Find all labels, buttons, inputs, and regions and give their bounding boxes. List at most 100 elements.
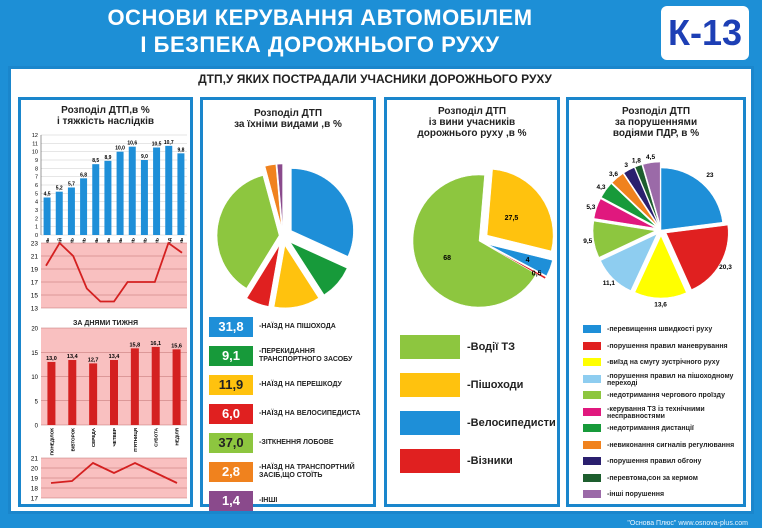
violations-legend-label: -недотримання дистанції <box>607 425 694 432</box>
slice-label: 13,6 <box>654 301 667 308</box>
data-label: 5,7 <box>68 182 75 188</box>
data-label: 10,7 <box>164 140 174 146</box>
data-label: 8,9 <box>104 155 111 161</box>
panel4-title-2: за порушеннями <box>614 117 698 128</box>
types-legend-label: -ПЕРЕКИДАННЯ ТРАНСПОРТНОГО ЗАСОБУ <box>259 348 353 363</box>
types-value-box: 37,0 <box>209 433 253 453</box>
types-legend-label: -ЗІТКНЕННЯ ЛОБОВЕ <box>259 439 334 446</box>
data-label: 15,6 <box>171 343 182 349</box>
violations-legend-label: -порушення правил обгону <box>607 458 702 465</box>
violations-legend-label: -невиконання сигналів регулювання <box>607 441 735 449</box>
types-legend-label: -НАЇЗД НА ВЕЛОСИПЕДИСТА <box>259 410 361 417</box>
y-tick-label: 21 <box>31 456 39 463</box>
panel4-title-3: водіями ПДР, в % <box>612 128 700 139</box>
pie-slice <box>488 244 553 277</box>
bar <box>128 146 136 235</box>
types-legend-label: -НАЇЗД НА ТРАНСПОРТНИЙ ЗАСІБ,ЩО СТОЇТЬ <box>259 464 355 479</box>
pie-slice <box>611 173 658 226</box>
panel2-title-2: за їхніми видами ,в % <box>234 119 342 130</box>
data-label: 9,8 <box>177 147 184 153</box>
y-tick-label: 13 <box>31 306 39 313</box>
bar <box>43 197 51 235</box>
y-tick-label: 7 <box>35 175 38 181</box>
violations-legend-label: -виїзд на смугу зустрічного руху <box>607 359 720 366</box>
violations-legend-swatch <box>583 490 601 498</box>
x-tick-label: П'ЯТНИЦЯ <box>133 428 138 452</box>
bar <box>153 147 161 235</box>
y-tick-label: 12 <box>32 133 38 139</box>
types-legend-label: -НАЇЗД НА ПЕРЕШКОДУ <box>259 381 342 388</box>
violations-pie: 23 20,3 13,6 11,1 9,5 5,3 4,3 3,6 3 1,8 4,5 <box>583 154 732 308</box>
main-title: ОСНОВИ КЕРУВАННЯ АВТОМОБІЛЕМ І БЕЗПЕКА Д… <box>10 4 630 58</box>
y-tick-label: 17 <box>31 496 39 503</box>
y-tick-label: 3 <box>35 208 38 214</box>
data-label: 13,4 <box>109 354 121 360</box>
types-value-box: 2,8 <box>209 462 253 482</box>
pie-slice <box>634 164 660 225</box>
participants-legend-swatch <box>400 335 460 359</box>
y-tick-label: 4 <box>35 200 38 206</box>
y-tick-label: 10 <box>32 150 38 156</box>
y-tick-label: 23 <box>31 241 39 248</box>
pie-slice <box>593 198 656 229</box>
y-tick-label: 11 <box>32 141 38 147</box>
panel4-title-1: Розподіл ДТП <box>621 106 691 117</box>
footer-credit: "Основа Плюс" www.osnova-plus.com <box>627 520 748 527</box>
y-tick-label: 5 <box>35 191 38 197</box>
pie-slice <box>273 245 319 309</box>
participants-legend-label: -Велосипедисти <box>467 417 556 429</box>
y-tick-label: 9 <box>35 158 38 164</box>
y-tick-label: 10 <box>31 375 38 381</box>
pie-slice <box>592 220 656 258</box>
bar <box>92 164 100 235</box>
pie-slice <box>660 167 723 231</box>
bar <box>172 349 181 425</box>
data-label: 16,1 <box>150 341 161 347</box>
y-tick-label: 0 <box>35 424 39 430</box>
slice-label: 27,5 <box>505 215 519 222</box>
violations-legend-label: -інші порушення <box>607 491 665 498</box>
y-tick-label: 8 <box>35 166 38 172</box>
violations-legend-swatch <box>583 358 601 366</box>
series-line <box>45 241 183 303</box>
days-caption: ЗА ДНЯМИ ТИЖНЯ <box>73 320 138 327</box>
pie-slice <box>642 161 661 225</box>
violations-legend-swatch <box>583 374 601 383</box>
violations-legend-label: -перевищення швидкості руху <box>607 326 713 333</box>
pie-slice <box>246 245 280 307</box>
panel-months: Розподіл ДТП,в % і тяжкість наслідків 0 1… <box>18 97 193 507</box>
slice-label: 23 <box>706 172 714 179</box>
slice-label: 5,3 <box>586 204 595 211</box>
pie-slice <box>623 167 659 225</box>
panel-participants: Розподіл ДТП із вини учасників дорожньог… <box>384 97 560 507</box>
x-tick-label: НЕДІЛЯ <box>175 428 180 445</box>
x-tick-label: ВІВТОРОК <box>70 428 75 452</box>
slice-label: 1,8 <box>632 158 641 165</box>
months-charts: 01234567891011124,5СІЧЕНЬ5,2ЛЮТИЙ5,7БЕРЕ… <box>31 133 187 503</box>
bar <box>116 151 124 235</box>
title-line-2: І БЕЗПЕКА ДОРОЖНЬОГО РУХУ <box>140 32 500 57</box>
y-tick-label: 15 <box>31 351 38 357</box>
slice-label: 4 <box>526 257 530 264</box>
panel3-title-3: дорожнього руху ,в % <box>417 128 527 139</box>
x-tick-label: ЧЕТВЕР <box>112 428 117 447</box>
types-value-box: 6,0 <box>209 404 253 424</box>
slice-label: 20,3 <box>719 264 732 271</box>
bar <box>165 145 173 235</box>
data-label: 8,5 <box>92 158 99 164</box>
types-legend-label: -НАЇЗД НА ПІШОХОДА <box>259 323 336 330</box>
y-tick-label: 5 <box>35 399 39 405</box>
bar <box>80 178 88 235</box>
data-label: 4,5 <box>44 192 51 198</box>
data-label: 5,2 <box>56 186 63 192</box>
data-label: 10,0 <box>115 146 125 152</box>
pie-slice <box>486 169 554 252</box>
bar <box>89 363 98 425</box>
violations-legend-label: -перевтома,сон за кермом <box>607 474 698 482</box>
slice-label: 3 <box>624 162 628 169</box>
plot-bg <box>41 243 187 308</box>
y-tick-label: 0 <box>35 233 38 239</box>
slice-label: 4,5 <box>646 154 655 161</box>
y-tick-label: 6 <box>35 183 38 189</box>
y-tick-label: 2 <box>35 216 38 222</box>
